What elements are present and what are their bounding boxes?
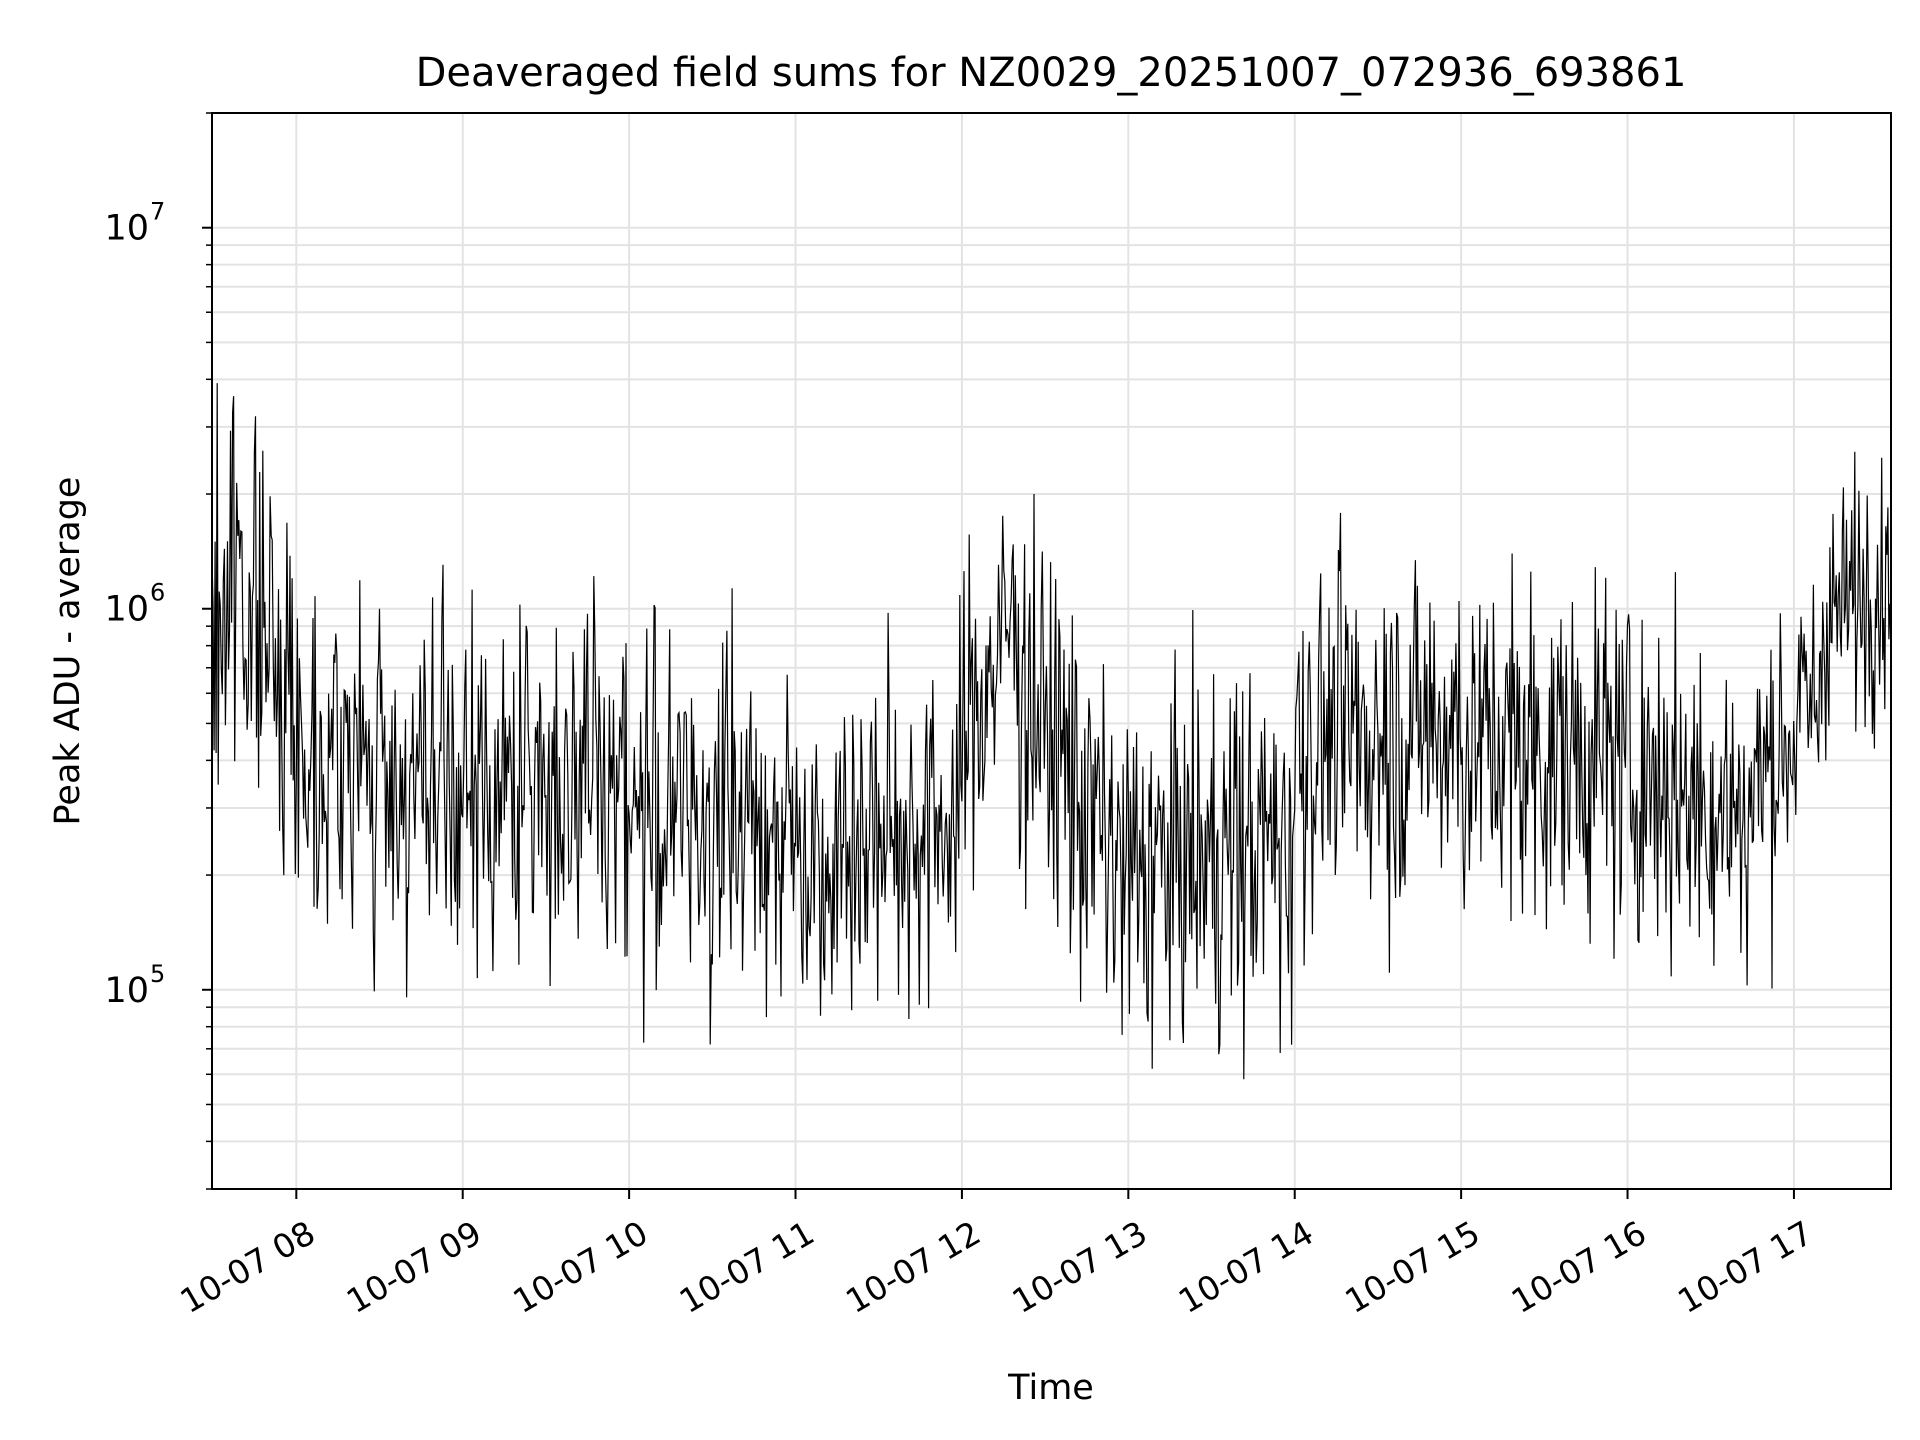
x-axis-label: Time [1007,1368,1094,1408]
plot-frame [211,112,1892,1190]
y-tick-label-exponent: 6 [150,579,165,607]
y-tick-label: 10 7 [104,198,165,249]
y-axis-label: Peak ADU - average [48,477,88,826]
y-tick-label: 10 6 [104,579,165,630]
y-tick-label-base: 10 [104,209,149,249]
y-tick-label-base: 10 [104,590,149,630]
y-tick-label-base: 10 [104,971,149,1011]
y-tick-label-exponent: 7 [150,198,165,226]
y-tick-label-exponent: 5 [150,960,165,988]
y-tick-label: 10 5 [104,960,165,1011]
chart-title: Deaveraged field sums for NZ0029_2025100… [416,50,1687,96]
series-line [211,383,1891,1080]
series-path [211,383,1891,1080]
